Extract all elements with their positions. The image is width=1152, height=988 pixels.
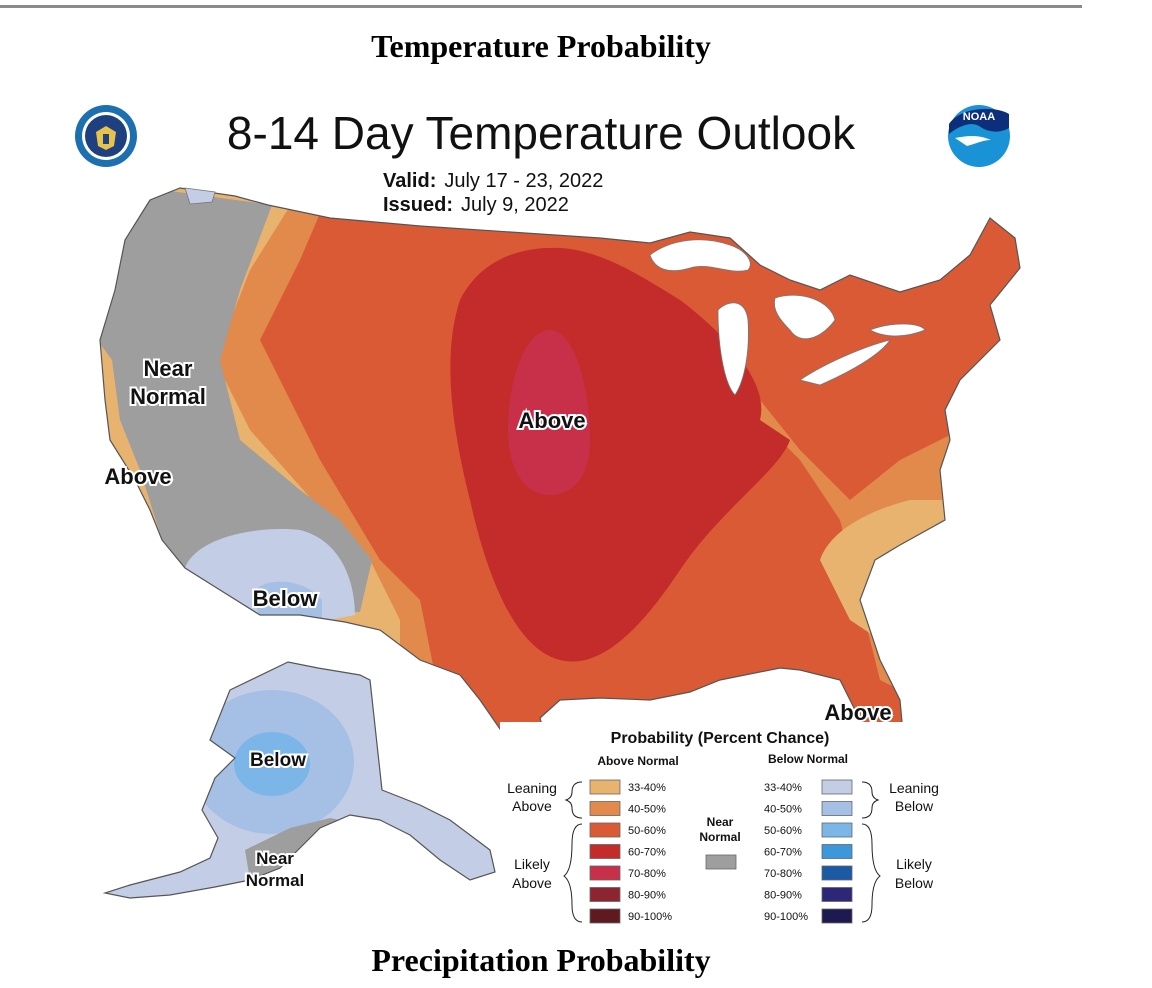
legend-label-below-5: 80-90%: [764, 890, 802, 902]
legend-swatch-above-6: [589, 908, 621, 924]
legend-above-items: 33-40% 40-50% 50-60% 60-70% 70-80% 80-90% 90-1…: [589, 779, 672, 924]
legend-above-header: Above Normal: [597, 754, 678, 768]
legend-label-above-5: 80-90%: [628, 890, 666, 902]
legend-label-above-2: 50-60%: [628, 825, 666, 837]
noaa-logo-text: NOAA: [963, 111, 995, 123]
legend-swatch-above-5: [589, 887, 621, 902]
region-above-70-80: [508, 330, 590, 495]
legend-label-below-3: 60-70%: [764, 847, 802, 859]
legend-swatch-above-4: [589, 865, 621, 881]
legend-leaning-above-brace: [564, 781, 583, 819]
legend-swatch-above-0: [589, 779, 621, 795]
ak-region-below-50-60: [234, 732, 310, 796]
legend-below-header: Below Normal: [768, 752, 848, 766]
noaa-logo-icon: NOAA: [948, 105, 1010, 167]
legend-label-below-2: 50-60%: [764, 825, 802, 837]
issued-label: Issued:: [383, 194, 454, 216]
legend-swatch-below-3: [821, 844, 853, 859]
top-divider: [0, 5, 1082, 8]
probability-legend: Probability (Percent Chance) Above Norma…: [500, 722, 970, 932]
legend-near-header-line1: Near: [707, 815, 734, 829]
legend-label-below-1: 40-50%: [764, 804, 802, 816]
legend-label-below-0: 33-40%: [764, 782, 802, 794]
label-above-florida: Above: [824, 700, 891, 725]
legend-label-above-1: 40-50%: [628, 804, 666, 816]
legend-likely-below-line2: Below: [895, 875, 934, 891]
legend-label-below-6: 90-100%: [764, 911, 808, 923]
legend-label-above-4: 70-80%: [628, 868, 666, 880]
issued-value: July 9, 2022: [461, 194, 569, 216]
legend-swatch-above-3: [589, 844, 621, 859]
valid-dates: Valid: July 17 - 23, 2022: [383, 170, 603, 193]
label-near-normal-west-line2: Normal: [130, 384, 206, 409]
legend-swatch-below-2: [821, 822, 853, 838]
conus-regions: [100, 188, 1020, 760]
legend-likely-above-line1: Likely: [514, 856, 550, 872]
legend-likely-below-line1: Likely: [896, 856, 932, 872]
label-above-central: Above: [518, 408, 585, 433]
label-below-southwest: Below: [253, 586, 319, 611]
label-below-alaska: Below: [250, 750, 306, 771]
map-title: 8-14 Day Temperature Outlook: [226, 107, 856, 159]
legend-leaning-below-line1: Leaning: [889, 780, 939, 796]
legend-swatch-above-2: [589, 822, 621, 838]
issued-date: Issued: July 9, 2022: [383, 194, 569, 217]
valid-value: July 17 - 23, 2022: [444, 170, 604, 192]
legend-swatch-below-0: [821, 779, 853, 795]
valid-label: Valid:: [383, 170, 437, 192]
label-near-normal-west-line1: Near: [144, 356, 193, 381]
legend-likely-above-line2: Above: [512, 875, 552, 891]
legend-label-below-4: 70-80%: [764, 868, 802, 880]
legend-leaning-below-line2: Below: [895, 798, 934, 814]
region-below-40-50-southwest: [252, 581, 322, 620]
temperature-section-heading: Temperature Probability: [371, 28, 711, 64]
legend-below-items: 33-40% 40-50% 50-60% 60-70% 70-80% 80-90% 90-1…: [764, 779, 853, 924]
lake-ontario: [869, 323, 926, 337]
alaska-outline: [102, 661, 496, 899]
legend-swatch-below-1: [821, 801, 853, 816]
legend-swatch-below-5: [821, 887, 853, 902]
lake-michigan: [717, 302, 749, 396]
legend-likely-above-brace: [563, 823, 583, 923]
label-near-normal-alaska-line2: Normal: [246, 871, 305, 890]
legend-background: [500, 722, 970, 932]
legend-label-above-6: 90-100%: [628, 911, 672, 923]
legend-swatch-below-4: [821, 865, 853, 881]
lake-erie: [799, 339, 891, 386]
legend-near-header-line2: Normal: [699, 830, 740, 844]
lake-superior: [649, 239, 751, 272]
legend-label-above-0: 33-40%: [628, 782, 666, 794]
lake-huron: [773, 294, 836, 340]
legend-leaning-above-line2: Above: [512, 798, 552, 814]
label-above-west-coast: Above: [104, 464, 171, 489]
region-below-33-40-northwest: [184, 187, 216, 205]
legend-swatch-below-6: [821, 908, 853, 924]
legend-label-above-3: 60-70%: [628, 847, 666, 859]
legend-likely-below-brace: [861, 823, 881, 923]
legend-swatch-near-normal: [705, 854, 737, 870]
label-near-normal-alaska-line1: Near: [256, 849, 294, 868]
legend-leaning-above-line1: Leaning: [507, 780, 557, 796]
department-of-commerce-seal-icon: [75, 105, 137, 167]
precipitation-section-heading: Precipitation Probability: [371, 942, 711, 978]
legend-title: Probability (Percent Chance): [611, 730, 830, 747]
legend-leaning-below-brace: [861, 781, 880, 819]
legend-swatch-above-1: [589, 801, 621, 816]
